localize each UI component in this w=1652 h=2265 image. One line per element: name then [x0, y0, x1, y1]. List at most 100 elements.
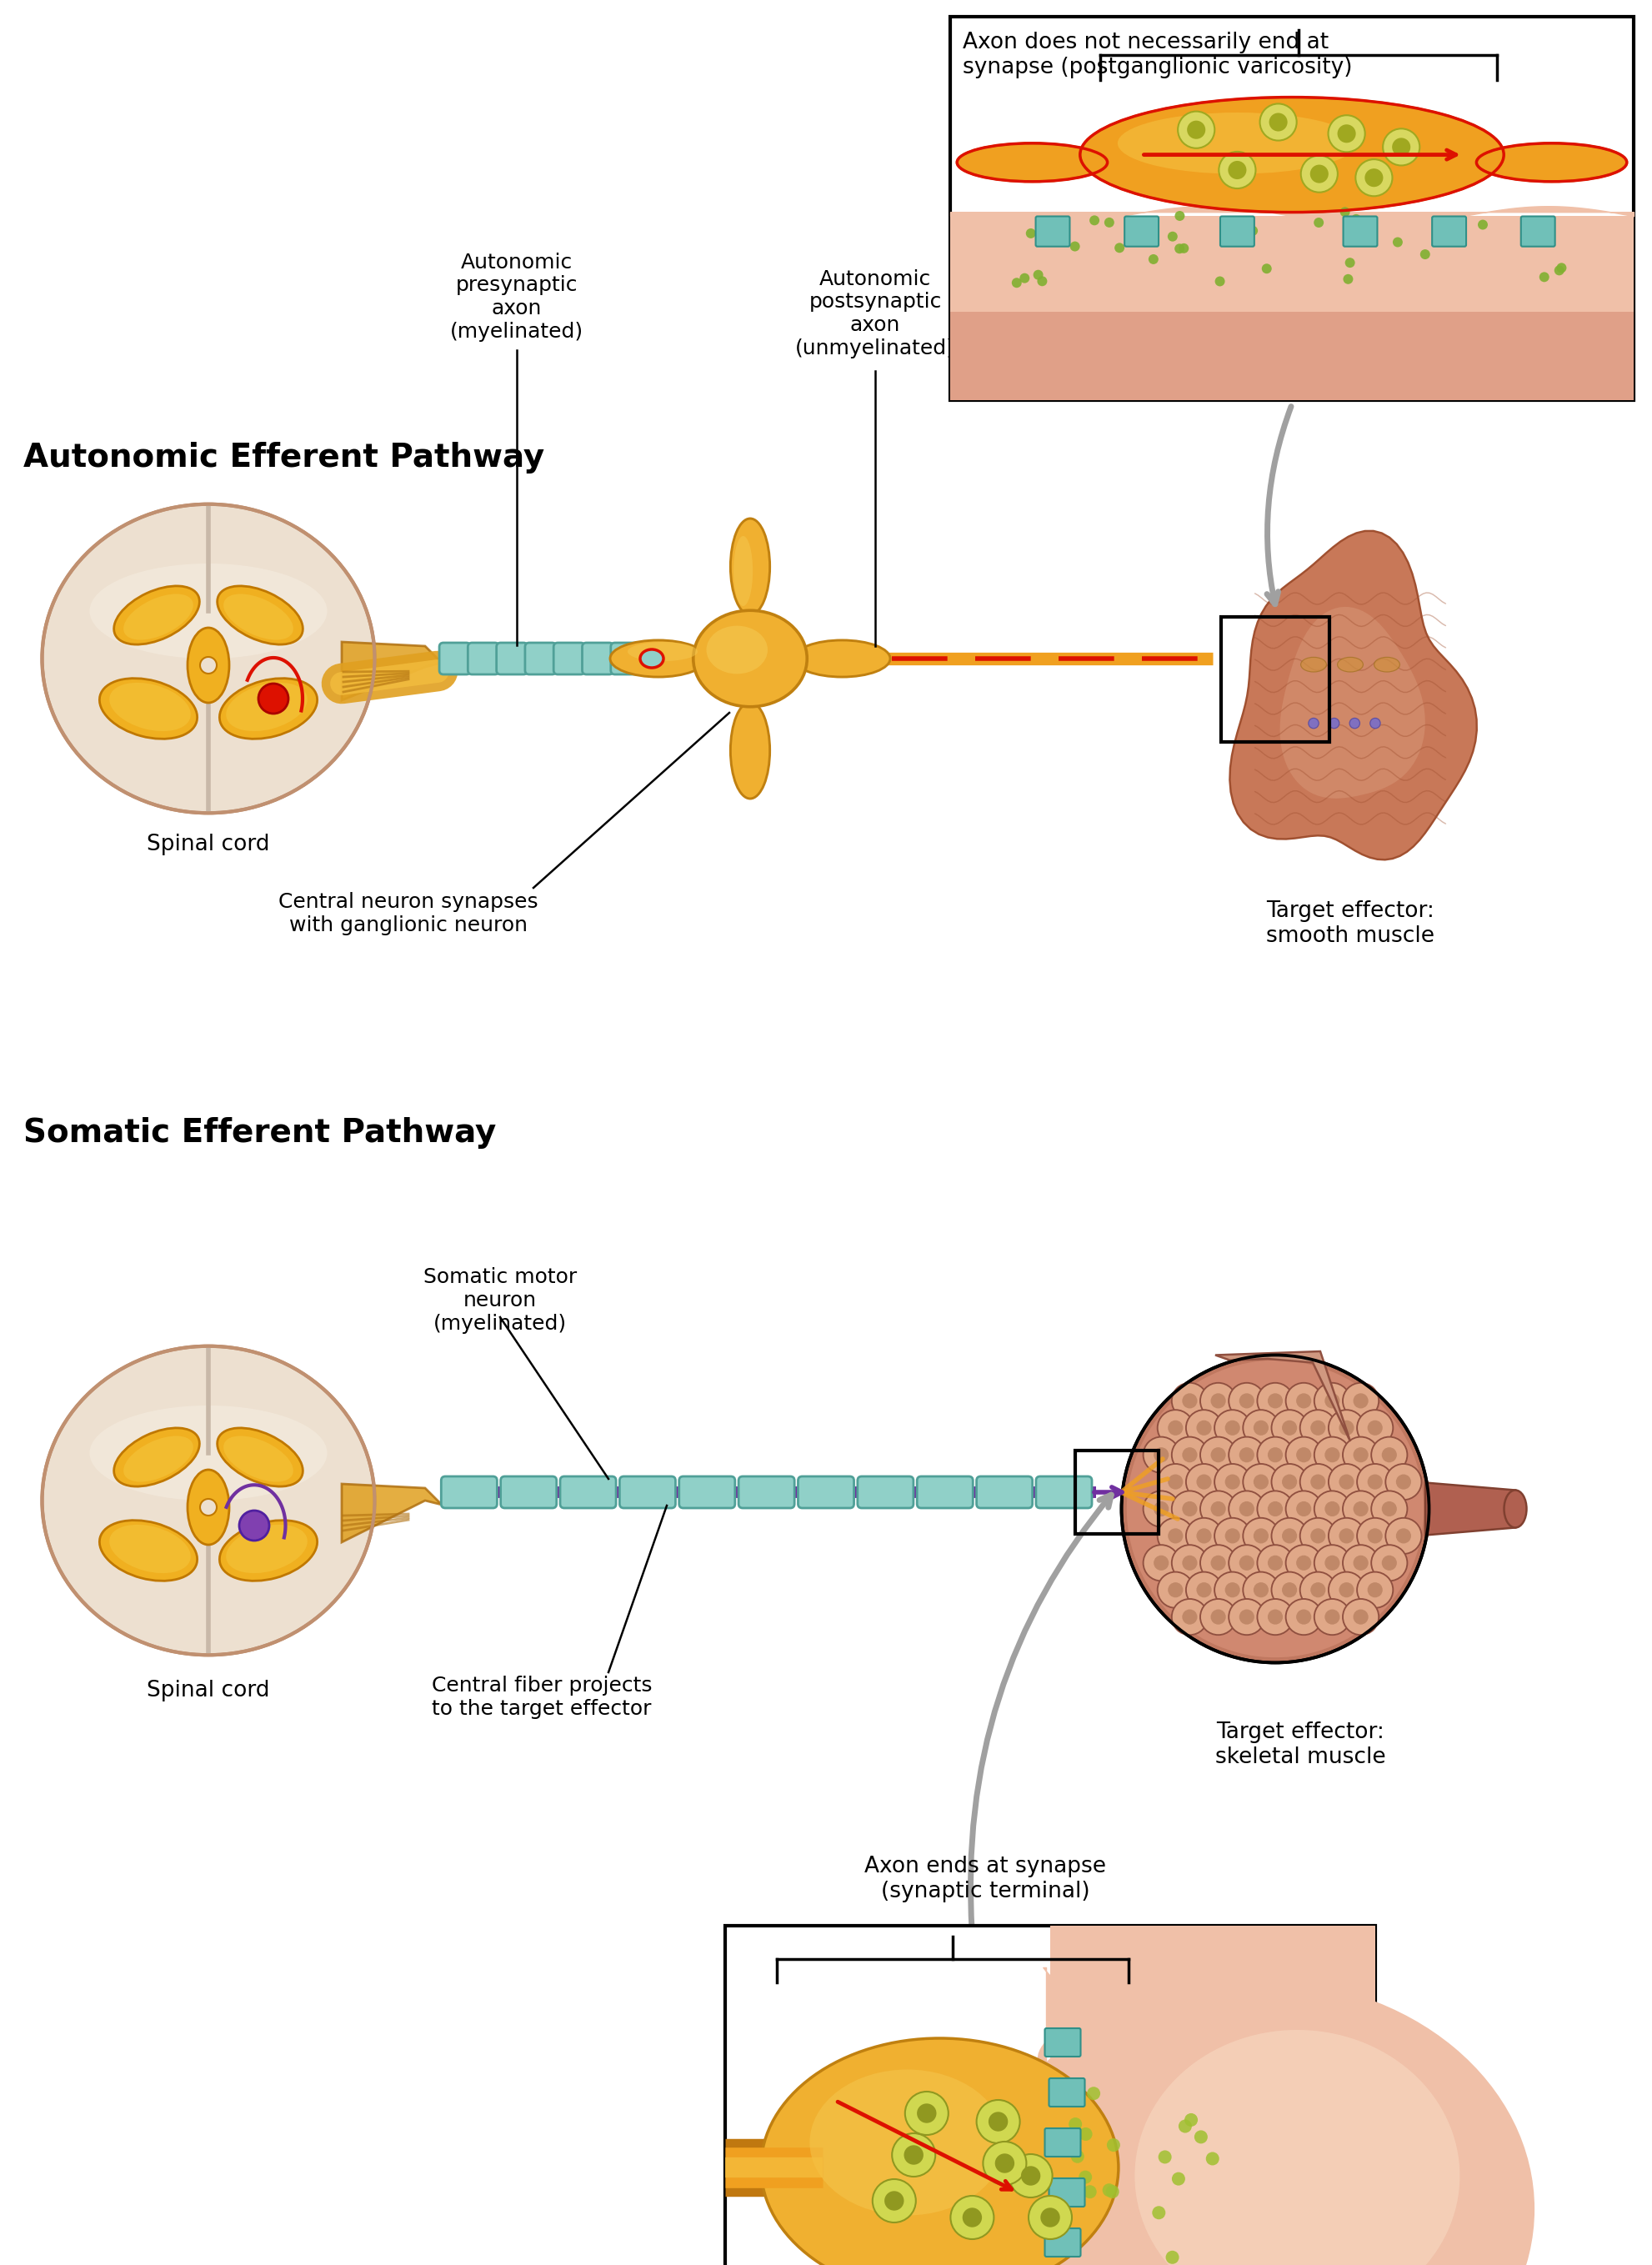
- Circle shape: [1151, 2206, 1165, 2220]
- FancyBboxPatch shape: [611, 643, 641, 675]
- Circle shape: [1199, 1436, 1236, 1472]
- Circle shape: [1156, 1463, 1193, 1499]
- Circle shape: [1041, 2208, 1059, 2226]
- Circle shape: [1328, 116, 1365, 152]
- Circle shape: [1270, 1463, 1307, 1499]
- Text: Autonomic
presynaptic
axon
(myelinated): Autonomic presynaptic axon (myelinated): [449, 251, 583, 342]
- Circle shape: [1227, 1545, 1264, 1581]
- Ellipse shape: [760, 2039, 1118, 2265]
- Bar: [1049, 1925, 1374, 2265]
- Circle shape: [1252, 1420, 1269, 1436]
- Circle shape: [1196, 1420, 1211, 1436]
- Ellipse shape: [41, 1345, 375, 1656]
- Circle shape: [1338, 1420, 1353, 1436]
- Ellipse shape: [1373, 657, 1399, 673]
- Circle shape: [1153, 1447, 1168, 1463]
- Circle shape: [1026, 229, 1036, 238]
- Circle shape: [1028, 2195, 1072, 2240]
- Circle shape: [1396, 1475, 1411, 1490]
- Circle shape: [1300, 1518, 1335, 1554]
- Bar: [1075, 1450, 1158, 1533]
- Ellipse shape: [216, 587, 302, 646]
- Circle shape: [1282, 1583, 1297, 1597]
- Circle shape: [1355, 159, 1391, 197]
- Circle shape: [1350, 215, 1361, 224]
- Circle shape: [1242, 1518, 1279, 1554]
- Circle shape: [1113, 242, 1123, 254]
- Circle shape: [1310, 165, 1328, 183]
- Ellipse shape: [1503, 1490, 1526, 1527]
- Circle shape: [1371, 1490, 1406, 1527]
- Circle shape: [1178, 111, 1214, 147]
- Circle shape: [1341, 1384, 1378, 1418]
- Circle shape: [1070, 2149, 1084, 2163]
- FancyBboxPatch shape: [1044, 2027, 1080, 2057]
- FancyBboxPatch shape: [560, 1477, 616, 1508]
- Circle shape: [1247, 226, 1257, 236]
- Circle shape: [1341, 1436, 1378, 1472]
- Circle shape: [1186, 1463, 1221, 1499]
- Circle shape: [1270, 1409, 1307, 1445]
- Text: Axon does not necessarily end at
synapse (postganglionic varicosity): Axon does not necessarily end at synapse…: [961, 32, 1351, 79]
- Circle shape: [904, 2145, 923, 2165]
- Circle shape: [1242, 1572, 1279, 1608]
- Circle shape: [1393, 238, 1403, 247]
- Circle shape: [1295, 1502, 1310, 1518]
- Circle shape: [1295, 1556, 1310, 1570]
- Circle shape: [1186, 1518, 1221, 1554]
- Circle shape: [1019, 274, 1029, 283]
- Circle shape: [1313, 217, 1323, 226]
- Circle shape: [1328, 1572, 1365, 1608]
- Circle shape: [1156, 1572, 1193, 1608]
- Ellipse shape: [610, 641, 705, 677]
- Circle shape: [1209, 1556, 1226, 1570]
- Circle shape: [1313, 1436, 1350, 1472]
- FancyBboxPatch shape: [1431, 217, 1465, 247]
- Circle shape: [1196, 1529, 1211, 1542]
- Circle shape: [1313, 1545, 1350, 1581]
- Circle shape: [1391, 138, 1409, 156]
- Ellipse shape: [692, 612, 806, 707]
- Circle shape: [1338, 1475, 1353, 1490]
- Circle shape: [1156, 1409, 1193, 1445]
- Circle shape: [884, 2190, 904, 2211]
- Circle shape: [1370, 718, 1379, 729]
- Circle shape: [1371, 1436, 1406, 1472]
- Circle shape: [1341, 1599, 1378, 1635]
- Circle shape: [1199, 1384, 1236, 1418]
- Circle shape: [995, 2154, 1014, 2172]
- Circle shape: [1348, 217, 1358, 226]
- Circle shape: [1381, 1502, 1396, 1518]
- Circle shape: [1381, 1556, 1396, 1570]
- Circle shape: [1104, 217, 1113, 226]
- Circle shape: [1105, 2186, 1118, 2199]
- Circle shape: [1209, 1447, 1226, 1463]
- Circle shape: [1356, 1463, 1393, 1499]
- Circle shape: [1353, 1502, 1368, 1518]
- Circle shape: [1218, 152, 1256, 188]
- Circle shape: [1366, 1529, 1381, 1542]
- Circle shape: [1051, 217, 1061, 229]
- Polygon shape: [1424, 1484, 1515, 1536]
- Ellipse shape: [226, 682, 307, 732]
- Circle shape: [1168, 1420, 1183, 1436]
- Circle shape: [1199, 1490, 1236, 1527]
- Circle shape: [1209, 1502, 1226, 1518]
- Circle shape: [1384, 1463, 1421, 1499]
- Circle shape: [1252, 1583, 1269, 1597]
- Circle shape: [1171, 1436, 1208, 1472]
- Circle shape: [1366, 1420, 1381, 1436]
- Circle shape: [1267, 1556, 1282, 1570]
- FancyBboxPatch shape: [1343, 217, 1376, 247]
- Circle shape: [1353, 1447, 1368, 1463]
- Ellipse shape: [187, 627, 230, 702]
- FancyBboxPatch shape: [738, 1477, 795, 1508]
- Circle shape: [1384, 1518, 1421, 1554]
- Text: Central fiber projects
to the target effector: Central fiber projects to the target eff…: [431, 1676, 651, 1719]
- Bar: [950, 16, 1632, 401]
- FancyBboxPatch shape: [501, 1477, 557, 1508]
- Circle shape: [1350, 718, 1360, 729]
- Circle shape: [1184, 2113, 1198, 2127]
- Circle shape: [1175, 211, 1184, 222]
- Circle shape: [1178, 242, 1188, 254]
